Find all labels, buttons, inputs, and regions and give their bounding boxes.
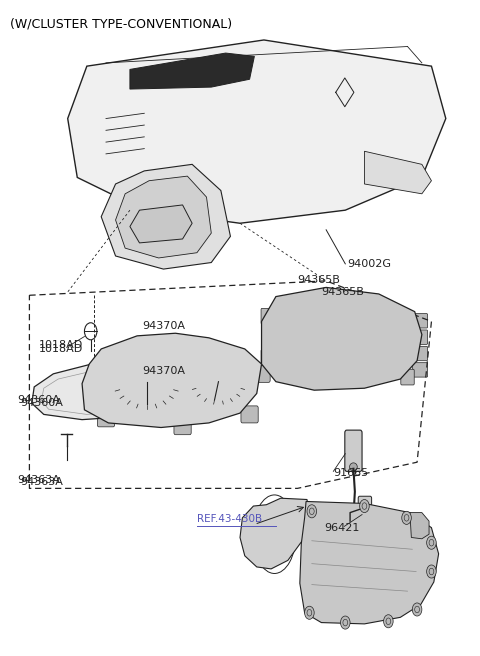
Ellipse shape bbox=[105, 346, 189, 417]
FancyBboxPatch shape bbox=[241, 406, 258, 423]
Ellipse shape bbox=[112, 352, 181, 411]
Polygon shape bbox=[300, 501, 439, 624]
FancyBboxPatch shape bbox=[97, 410, 115, 427]
Circle shape bbox=[427, 536, 436, 549]
FancyBboxPatch shape bbox=[261, 308, 275, 324]
Ellipse shape bbox=[349, 463, 357, 471]
FancyBboxPatch shape bbox=[401, 369, 414, 385]
Ellipse shape bbox=[215, 379, 222, 385]
Circle shape bbox=[226, 134, 235, 147]
FancyBboxPatch shape bbox=[345, 430, 362, 472]
Circle shape bbox=[296, 331, 300, 336]
Circle shape bbox=[288, 331, 292, 336]
Circle shape bbox=[412, 603, 422, 616]
Polygon shape bbox=[410, 512, 429, 539]
Ellipse shape bbox=[366, 531, 397, 585]
FancyBboxPatch shape bbox=[412, 363, 428, 377]
Circle shape bbox=[324, 346, 328, 352]
Polygon shape bbox=[262, 287, 422, 390]
FancyBboxPatch shape bbox=[261, 350, 275, 365]
Ellipse shape bbox=[371, 539, 392, 577]
Circle shape bbox=[307, 504, 317, 518]
FancyBboxPatch shape bbox=[412, 314, 428, 328]
Circle shape bbox=[340, 616, 350, 629]
Ellipse shape bbox=[377, 551, 385, 565]
FancyBboxPatch shape bbox=[164, 392, 198, 412]
Text: REF.43-430B: REF.43-430B bbox=[197, 514, 262, 524]
Text: 94360A: 94360A bbox=[17, 395, 60, 405]
Circle shape bbox=[324, 333, 328, 338]
Text: 94002G: 94002G bbox=[348, 259, 392, 269]
Text: 94363A: 94363A bbox=[20, 477, 63, 487]
Circle shape bbox=[427, 565, 436, 578]
Polygon shape bbox=[82, 333, 262, 428]
Polygon shape bbox=[364, 152, 432, 194]
Circle shape bbox=[359, 337, 363, 342]
Circle shape bbox=[366, 337, 370, 342]
Text: 94370A: 94370A bbox=[142, 365, 185, 375]
FancyBboxPatch shape bbox=[253, 365, 270, 382]
Text: 1018AD: 1018AD bbox=[39, 340, 83, 350]
Circle shape bbox=[288, 344, 292, 349]
FancyBboxPatch shape bbox=[412, 346, 428, 361]
Polygon shape bbox=[32, 364, 173, 420]
FancyBboxPatch shape bbox=[174, 418, 191, 435]
Polygon shape bbox=[101, 165, 230, 269]
Circle shape bbox=[373, 350, 377, 356]
Text: 94370A: 94370A bbox=[142, 321, 185, 331]
Circle shape bbox=[303, 331, 307, 336]
Text: 96421: 96421 bbox=[324, 523, 359, 533]
FancyBboxPatch shape bbox=[358, 496, 372, 520]
Text: 94363A: 94363A bbox=[17, 475, 60, 485]
Circle shape bbox=[331, 346, 335, 352]
Text: (W/CLUSTER TYPE-CONVENTIONAL): (W/CLUSTER TYPE-CONVENTIONAL) bbox=[10, 17, 232, 30]
Circle shape bbox=[303, 344, 307, 349]
FancyBboxPatch shape bbox=[180, 119, 290, 161]
Circle shape bbox=[402, 511, 411, 524]
Ellipse shape bbox=[190, 356, 247, 407]
Text: 1018AD: 1018AD bbox=[39, 344, 83, 354]
Polygon shape bbox=[116, 176, 211, 258]
Ellipse shape bbox=[145, 192, 177, 212]
Ellipse shape bbox=[268, 523, 280, 545]
Ellipse shape bbox=[182, 350, 254, 413]
FancyBboxPatch shape bbox=[350, 567, 377, 589]
Polygon shape bbox=[68, 40, 446, 223]
FancyBboxPatch shape bbox=[412, 330, 428, 344]
Ellipse shape bbox=[143, 378, 151, 385]
Circle shape bbox=[296, 344, 300, 349]
Bar bbox=[322, 325, 345, 360]
Bar bbox=[357, 328, 380, 364]
Circle shape bbox=[331, 333, 335, 338]
Text: 94365B: 94365B bbox=[298, 276, 340, 285]
Circle shape bbox=[338, 346, 342, 352]
Text: 91665: 91665 bbox=[333, 468, 369, 478]
Circle shape bbox=[366, 350, 370, 356]
FancyBboxPatch shape bbox=[343, 515, 373, 539]
FancyBboxPatch shape bbox=[320, 587, 342, 607]
Circle shape bbox=[359, 350, 363, 356]
Circle shape bbox=[305, 606, 314, 619]
Polygon shape bbox=[240, 498, 310, 569]
Circle shape bbox=[338, 333, 342, 338]
Circle shape bbox=[197, 134, 206, 147]
Polygon shape bbox=[130, 205, 192, 243]
Circle shape bbox=[254, 134, 264, 147]
Circle shape bbox=[384, 615, 393, 628]
Text: 94365B: 94365B bbox=[322, 287, 364, 297]
Text: 94360A: 94360A bbox=[20, 398, 63, 408]
Polygon shape bbox=[130, 53, 254, 89]
Circle shape bbox=[373, 337, 377, 342]
Bar bbox=[286, 322, 309, 358]
Circle shape bbox=[360, 499, 369, 512]
